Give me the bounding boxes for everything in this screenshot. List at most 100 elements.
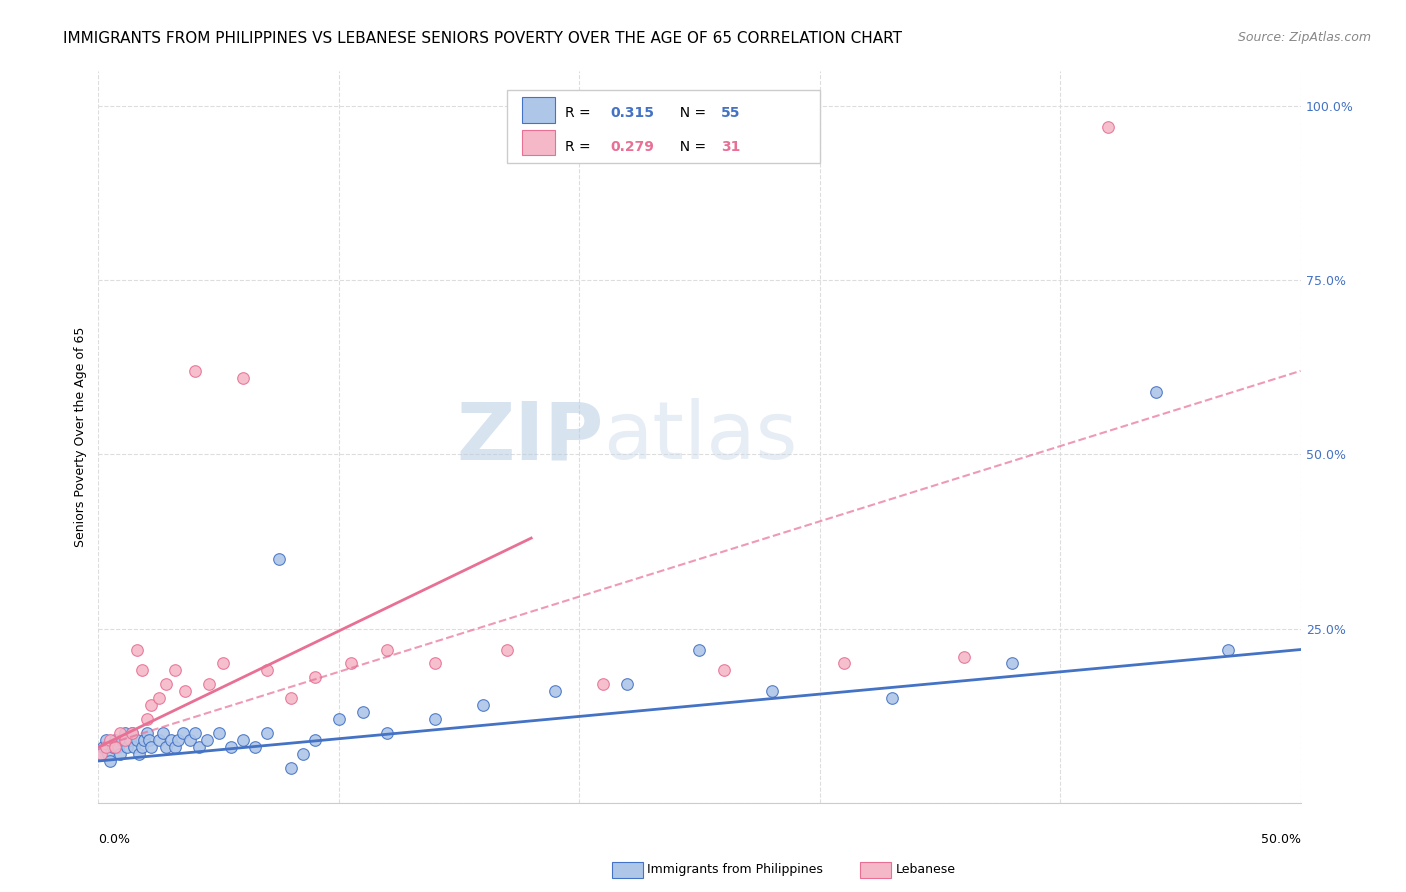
Point <box>121 726 143 740</box>
Point <box>131 664 153 678</box>
Point <box>188 740 211 755</box>
Point <box>304 670 326 684</box>
Text: R =: R = <box>565 106 595 120</box>
Point <box>118 733 141 747</box>
Point <box>219 740 242 755</box>
Point <box>423 657 446 671</box>
FancyBboxPatch shape <box>508 90 820 162</box>
Point <box>117 740 139 755</box>
Point <box>232 371 254 385</box>
Point <box>159 733 181 747</box>
Text: 55: 55 <box>721 106 741 120</box>
Point <box>152 726 174 740</box>
Point <box>166 733 188 747</box>
Point <box>953 649 976 664</box>
Point <box>304 733 326 747</box>
Y-axis label: Seniors Poverty Over the Age of 65: Seniors Poverty Over the Age of 65 <box>75 326 87 548</box>
Point <box>124 740 146 755</box>
Point <box>114 726 136 740</box>
Point <box>172 726 194 740</box>
Text: N =: N = <box>671 106 710 120</box>
Point <box>101 740 124 755</box>
Point <box>256 726 278 740</box>
Point <box>761 684 783 698</box>
Point <box>183 726 205 740</box>
Point <box>131 740 153 755</box>
Point <box>148 733 170 747</box>
Point <box>179 733 201 747</box>
Point <box>616 677 638 691</box>
Point <box>1218 642 1240 657</box>
Point <box>155 677 177 691</box>
Point <box>90 747 112 761</box>
Point <box>280 761 302 775</box>
Point <box>195 733 218 747</box>
Text: Source: ZipAtlas.com: Source: ZipAtlas.com <box>1237 31 1371 45</box>
Point <box>128 747 150 761</box>
Point <box>328 712 350 726</box>
Point <box>280 691 302 706</box>
Point <box>243 740 266 755</box>
Text: Immigrants from Philippines: Immigrants from Philippines <box>647 863 823 876</box>
Point <box>174 684 197 698</box>
Text: Lebanese: Lebanese <box>896 863 956 876</box>
Point <box>232 733 254 747</box>
Point <box>97 747 120 761</box>
Point <box>183 364 205 378</box>
Point <box>108 726 131 740</box>
Text: 0.315: 0.315 <box>610 106 655 120</box>
Point <box>208 726 231 740</box>
Point <box>107 740 129 755</box>
Point <box>212 657 235 671</box>
Point <box>689 642 711 657</box>
Point <box>592 677 614 691</box>
Point <box>165 664 187 678</box>
Point <box>100 754 122 768</box>
Text: ZIP: ZIP <box>456 398 603 476</box>
Point <box>100 733 122 747</box>
Point <box>1144 384 1167 399</box>
Point <box>198 677 221 691</box>
Point <box>125 642 148 657</box>
Point <box>267 552 290 566</box>
Point <box>1001 657 1024 671</box>
Point <box>125 733 148 747</box>
Text: 0.0%: 0.0% <box>98 833 131 846</box>
Point <box>94 733 117 747</box>
Point <box>132 733 155 747</box>
Point <box>375 642 398 657</box>
Point <box>352 705 374 719</box>
Point <box>496 642 519 657</box>
Text: 0.279: 0.279 <box>610 140 654 153</box>
Point <box>141 698 163 713</box>
Point <box>135 726 157 740</box>
Point <box>114 733 136 747</box>
FancyBboxPatch shape <box>522 130 555 155</box>
Point <box>104 740 127 755</box>
Point <box>155 740 177 755</box>
Point <box>880 691 903 706</box>
Point <box>375 726 398 740</box>
Point <box>713 664 735 678</box>
Text: atlas: atlas <box>603 398 797 476</box>
Point <box>544 684 567 698</box>
Point <box>91 740 114 755</box>
Point <box>423 712 446 726</box>
Point <box>148 691 170 706</box>
Text: N =: N = <box>671 140 710 153</box>
Point <box>108 747 131 761</box>
Text: R =: R = <box>565 140 595 153</box>
Point <box>291 747 314 761</box>
Text: 50.0%: 50.0% <box>1261 833 1301 846</box>
Point <box>111 733 134 747</box>
Text: IMMIGRANTS FROM PHILIPPINES VS LEBANESE SENIORS POVERTY OVER THE AGE OF 65 CORRE: IMMIGRANTS FROM PHILIPPINES VS LEBANESE … <box>63 31 903 46</box>
Point <box>121 726 143 740</box>
Point <box>90 747 112 761</box>
Point <box>340 657 363 671</box>
Point <box>165 740 187 755</box>
Point <box>138 733 160 747</box>
FancyBboxPatch shape <box>522 97 555 122</box>
Point <box>256 664 278 678</box>
Point <box>832 657 855 671</box>
Point <box>1097 120 1119 134</box>
